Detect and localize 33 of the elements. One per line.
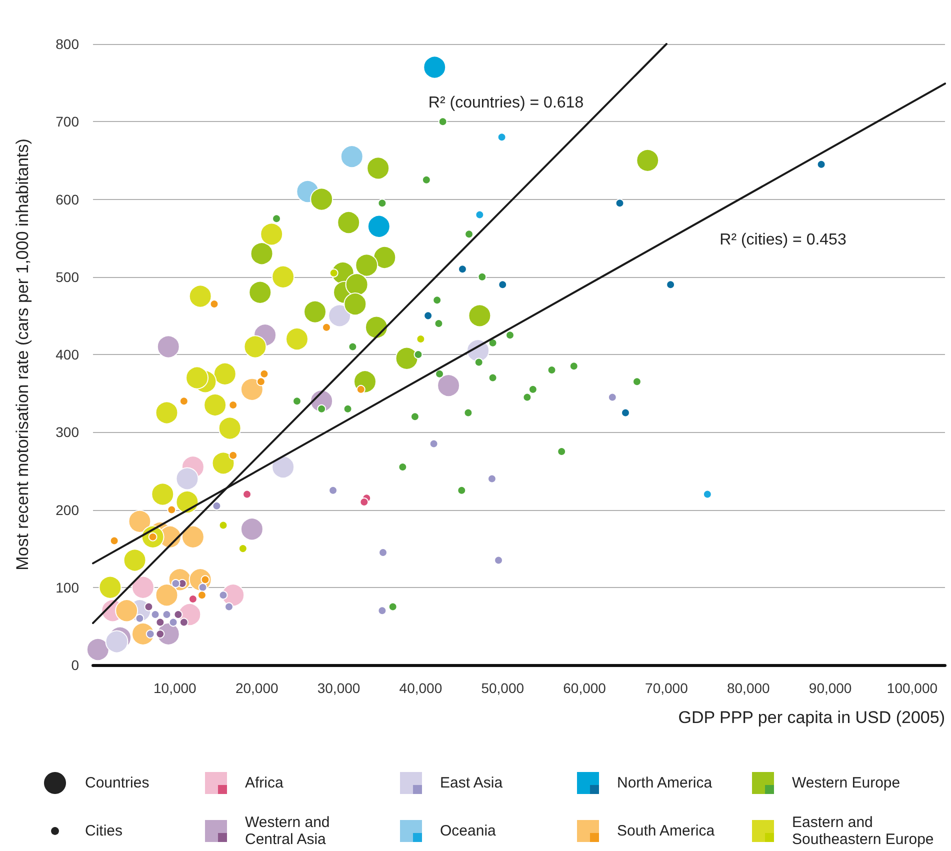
y-tick-label: 300: [56, 424, 80, 440]
annotation: R² (countries) = 0.618: [428, 94, 584, 112]
x-tick-label: 90,000: [808, 680, 852, 696]
x-tick-label: 100,000: [886, 680, 938, 696]
x-axis-title: GDP PPP per capita in USD (2005): [678, 708, 945, 727]
x-tick-label: 50,000: [481, 680, 524, 696]
y-axis-title: Most recent motorisation rate (cars per 1,000 inhabitants): [13, 138, 32, 570]
annotation: R² (cities) = 0.453: [720, 232, 846, 248]
x-tick-label: 60,000: [563, 680, 606, 696]
x-tick-label: 40,000: [399, 680, 442, 696]
x-tick-label: 30,000: [317, 680, 360, 696]
x-tick-label: 10,000: [154, 680, 197, 696]
legend-label: Africa: [245, 774, 284, 792]
legend-label: Western Europe: [792, 774, 900, 792]
y-tick-label: 600: [56, 191, 80, 208]
x-tick-label: 70,000: [645, 680, 688, 696]
y-tick-label: 700: [56, 114, 80, 130]
x-tick-label: 20,000: [235, 680, 278, 696]
y-tick-label: 800: [56, 36, 80, 52]
legend-label: North America: [617, 774, 713, 792]
legend-label: Cities: [85, 822, 123, 840]
legend-label: Oceania: [440, 822, 497, 840]
legend-label: East Asia: [440, 774, 504, 792]
legend-label: Western and Central Asia: [245, 814, 334, 848]
y-tick-label: 100: [56, 579, 80, 596]
y-tick-label: 0: [71, 657, 80, 673]
legend-label: Eastern and Southeastern Europe: [792, 814, 934, 848]
y-tick-label: 200: [56, 502, 80, 518]
legend-label: Countries: [85, 774, 150, 792]
legend-label: South America: [617, 822, 716, 840]
x-tick-label: 80,000: [726, 680, 770, 696]
y-tick-label: 500: [56, 268, 80, 285]
y-tick-label: 400: [56, 346, 80, 362]
